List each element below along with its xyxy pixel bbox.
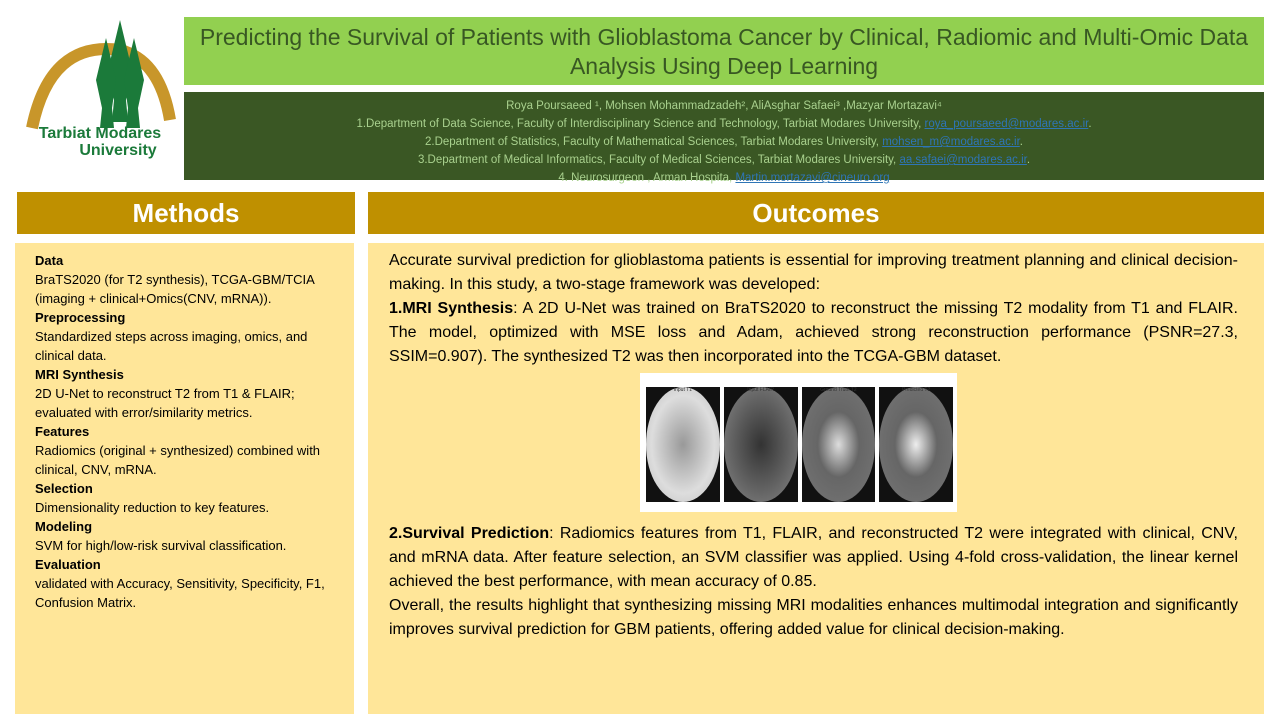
section-body: Standardized steps across imaging, omics… <box>35 329 308 363</box>
mri-panel: Input T1 <box>646 379 720 502</box>
mri-panel: Ground Truth T2 <box>801 379 876 502</box>
outcomes-panel: Accurate survival prediction for gliobla… <box>368 243 1264 714</box>
conclusion-paragraph: Overall, the results highlight that synt… <box>389 597 1238 638</box>
intro-paragraph: Accurate survival prediction for gliobla… <box>389 252 1238 293</box>
section-body: validated with Accuracy, Sensitivity, Sp… <box>35 576 325 610</box>
section-body: SVM for high/low-risk survival classific… <box>35 538 287 553</box>
section-body: 2D U-Net to reconstruct T2 from T1 & FLA… <box>35 386 295 420</box>
email-link[interactable]: mohsen_m@modares.ac.ir <box>882 136 1020 148</box>
section-title: Selection <box>35 481 93 496</box>
methods-heading: Methods <box>17 192 355 234</box>
section-body: Dimensionality reduction to key features… <box>35 500 270 515</box>
mri-panel: Predicted T2 <box>879 379 953 502</box>
section-body: Radiomics (original + synthesized) combi… <box>35 443 321 477</box>
poster-title: Predicting the Survival of Patients with… <box>184 17 1264 85</box>
email-link[interactable]: roya_poursaeed@modares.ac.ir <box>924 118 1089 130</box>
section-title: Preprocessing <box>35 310 126 325</box>
section-title: MRI Synthesis <box>35 367 124 382</box>
svg-text:University: University <box>79 142 156 159</box>
affiliation: 4. Neurosurgeon , Arman Hospita, Martin.… <box>558 172 890 184</box>
svg-text:Tarbiat Modares: Tarbiat Modares <box>39 125 162 142</box>
section-title: Data <box>35 253 64 268</box>
mri-synthesis-paragraph: 1.MRI Synthesis: A 2D U-Net was trained … <box>389 300 1238 365</box>
university-logo: Tarbiat Modares University <box>10 10 190 170</box>
methods-panel: Data BraTS2020 (for T2 synthesis), TCGA-G… <box>15 243 354 714</box>
mri-comparison-figure: Input T1 Input FLAIR Ground Truth T2 Pre… <box>640 373 957 512</box>
affiliation: 3.Department of Medical Informatics, Fac… <box>417 154 1031 166</box>
email-link[interactable]: Martin.mortazavi@cineuro.org <box>735 172 890 184</box>
affiliation: 2.Department of Statistics, Faculty of M… <box>425 136 1023 148</box>
author-block: Roya Poursaeed ¹, Mohsen Mohammadzadeh²,… <box>184 92 1264 184</box>
outcomes-heading: Outcomes <box>368 192 1264 234</box>
section-title: Evaluation <box>35 557 101 572</box>
mri-panel: Input FLAIR <box>723 379 798 502</box>
section-body: BraTS2020 (for T2 synthesis), TCGA-GBM/T… <box>35 272 315 306</box>
section-title: Modeling <box>35 519 93 534</box>
section-title: Features <box>35 424 90 439</box>
survival-prediction-paragraph: 2.Survival Prediction: Radiomics feature… <box>389 525 1239 590</box>
affiliation: 1.Department of Data Science, Faculty of… <box>356 118 1092 130</box>
email-link[interactable]: aa.safaei@modares.ac.ir <box>899 154 1027 166</box>
author-names: Roya Poursaeed ¹, Mohsen Mohammadzadeh²,… <box>506 100 942 112</box>
